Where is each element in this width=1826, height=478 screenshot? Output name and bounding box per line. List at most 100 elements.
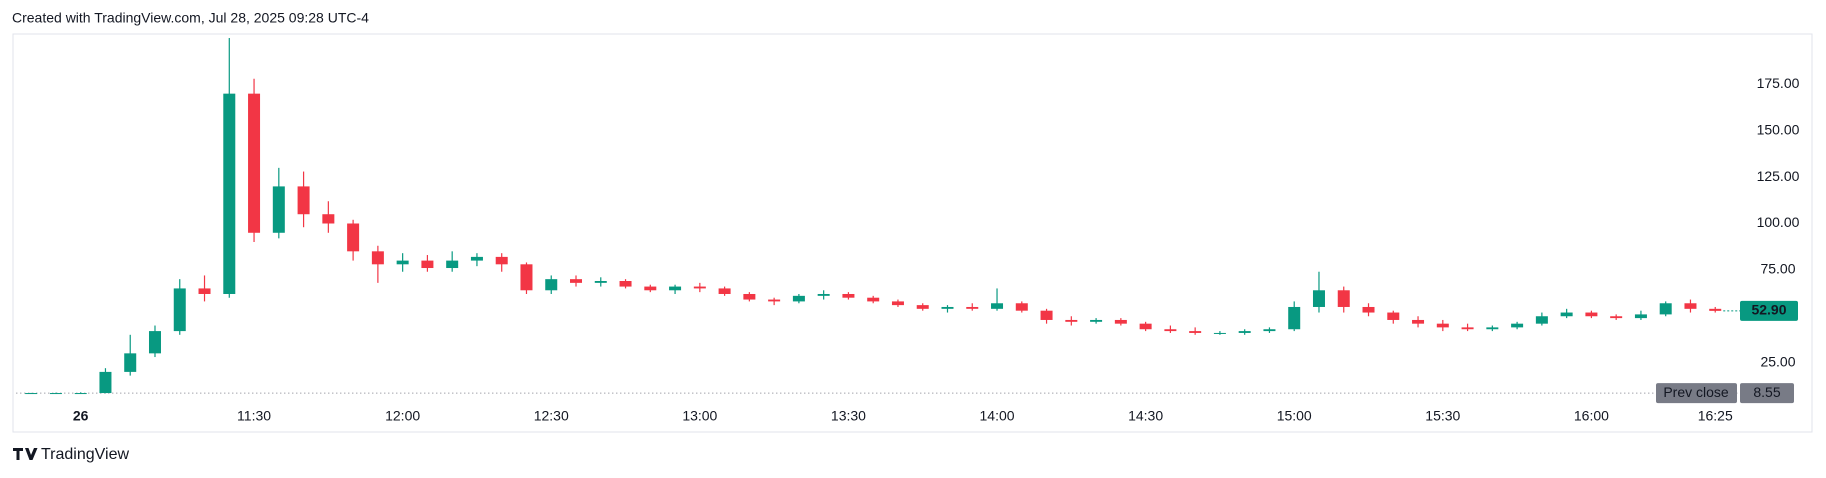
candle-body: [1560, 312, 1573, 317]
candle-body: [1263, 329, 1276, 332]
candle-body: [1213, 332, 1226, 334]
candle-body: [272, 186, 285, 233]
candle-body: [1610, 316, 1623, 319]
candle-body: [792, 295, 805, 302]
x-tick-label: 14:00: [980, 408, 1015, 424]
candle-body: [1387, 312, 1400, 320]
candle-body: [1511, 323, 1524, 328]
x-tick-label: 15:30: [1425, 408, 1460, 424]
y-tick-label: 25.00: [1760, 353, 1795, 369]
candle-body: [173, 288, 186, 332]
candle-body: [1139, 323, 1152, 330]
header: Created with TradingView.com, Jul 28, 20…: [12, 10, 369, 26]
candle-body: [248, 93, 261, 233]
candle-body: [718, 288, 731, 294]
candle-body: [1684, 303, 1697, 309]
y-tick-label: 175.00: [1757, 75, 1800, 91]
prev-close-tag: [1740, 383, 1794, 404]
candle-body: [966, 306, 979, 309]
x-tick-label: 16:25: [1698, 408, 1733, 424]
candle-body: [743, 293, 756, 300]
candle-body: [570, 279, 583, 283]
candle-body: [941, 306, 954, 309]
y-tick-label: 125.00: [1757, 168, 1800, 184]
candle-body: [619, 281, 632, 287]
candle-body: [1486, 327, 1499, 330]
candle-body: [520, 264, 533, 291]
candle-body: [842, 293, 855, 298]
candle-body: [223, 93, 236, 294]
candle-body: [817, 293, 830, 296]
candle-body: [545, 279, 558, 291]
x-tick-label: 13:00: [682, 408, 717, 424]
candle-body: [644, 286, 657, 291]
candle-body: [1312, 290, 1325, 307]
last-price-label: 52.90: [1751, 302, 1786, 318]
candle-body: [1337, 290, 1350, 307]
candle-body: [495, 256, 508, 265]
candle-body: [371, 251, 384, 265]
candle-body: [768, 299, 781, 302]
candle-body: [1634, 314, 1647, 319]
candle-body: [198, 288, 211, 294]
candle-body: [669, 286, 682, 291]
candle-body: [1189, 331, 1202, 333]
tv-logo: [13, 448, 38, 460]
candle-body: [470, 256, 483, 261]
chart-frame: [12, 33, 1813, 433]
candle-body: [867, 297, 880, 302]
candle-body: [1461, 327, 1474, 330]
x-tick-label: 12:00: [385, 408, 420, 424]
x-tick-label: 15:00: [1277, 408, 1312, 424]
candle-body: [446, 260, 459, 269]
x-tick-label: 26: [73, 408, 89, 424]
prev-close-name-tag: [1656, 383, 1737, 404]
y-tick-label: 100.00: [1757, 214, 1800, 230]
candle-body: [99, 371, 112, 394]
x-tick-label: 16:00: [1574, 408, 1609, 424]
y-tick-label: 150.00: [1757, 121, 1800, 137]
candle-body: [421, 260, 434, 269]
prev-close-value: 8.55: [1753, 384, 1780, 400]
y-tick-label: 75.00: [1760, 261, 1795, 277]
candle-body: [991, 303, 1004, 309]
candle-body: [1535, 316, 1548, 324]
candle-body: [49, 393, 62, 395]
candle-body: [1090, 319, 1103, 322]
last-price-tag: [1740, 300, 1798, 321]
footer-brand[interactable]: TradingView: [41, 446, 129, 463]
candle-body: [124, 353, 137, 372]
x-tick-label: 11:30: [237, 408, 271, 424]
candle-body: [25, 393, 38, 395]
candle-body: [916, 305, 929, 309]
candle-body: [1164, 329, 1177, 332]
candle-body: [297, 186, 310, 215]
prev-close-name: Prev close: [1663, 384, 1729, 400]
candle-body: [74, 393, 87, 395]
candle-body: [347, 223, 360, 252]
candle-body: [1040, 310, 1053, 320]
candle-body: [396, 260, 409, 265]
candle-body: [1412, 319, 1425, 324]
candle-body: [693, 286, 706, 289]
candle-body: [594, 281, 607, 283]
x-tick-label: 14:30: [1128, 408, 1163, 424]
candle-body: [1436, 323, 1449, 328]
candle-body: [1288, 306, 1301, 330]
candle-body: [1709, 308, 1722, 311]
x-tick-label: 13:30: [831, 408, 866, 424]
candle-body: [1659, 303, 1672, 315]
candle-body: [322, 214, 335, 224]
candle-body: [1114, 319, 1127, 324]
candle-body: [1362, 306, 1375, 313]
x-tick-label: 12:30: [534, 408, 569, 424]
candle-body: [891, 301, 904, 306]
candle-body: [1015, 303, 1028, 311]
candle-body: [1238, 331, 1251, 333]
candle-body: [1065, 319, 1078, 322]
candle-body: [1585, 312, 1598, 317]
candle-body: [148, 331, 161, 354]
logo-icon: [13, 448, 38, 460]
